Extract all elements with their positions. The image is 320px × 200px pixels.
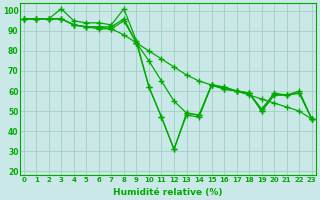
X-axis label: Humidité relative (%): Humidité relative (%) [113, 188, 222, 197]
